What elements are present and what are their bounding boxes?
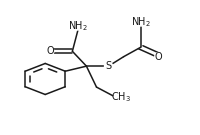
Text: S: S [105, 61, 111, 71]
Ellipse shape [72, 23, 84, 30]
Ellipse shape [46, 47, 54, 55]
Ellipse shape [133, 18, 146, 26]
Ellipse shape [104, 62, 112, 70]
Text: CH$_3$: CH$_3$ [110, 90, 130, 104]
Text: O: O [46, 46, 53, 56]
Ellipse shape [113, 93, 127, 101]
Ellipse shape [154, 53, 162, 61]
Text: NH$_2$: NH$_2$ [68, 19, 88, 33]
Text: NH$_2$: NH$_2$ [130, 15, 150, 29]
Text: O: O [154, 52, 162, 62]
